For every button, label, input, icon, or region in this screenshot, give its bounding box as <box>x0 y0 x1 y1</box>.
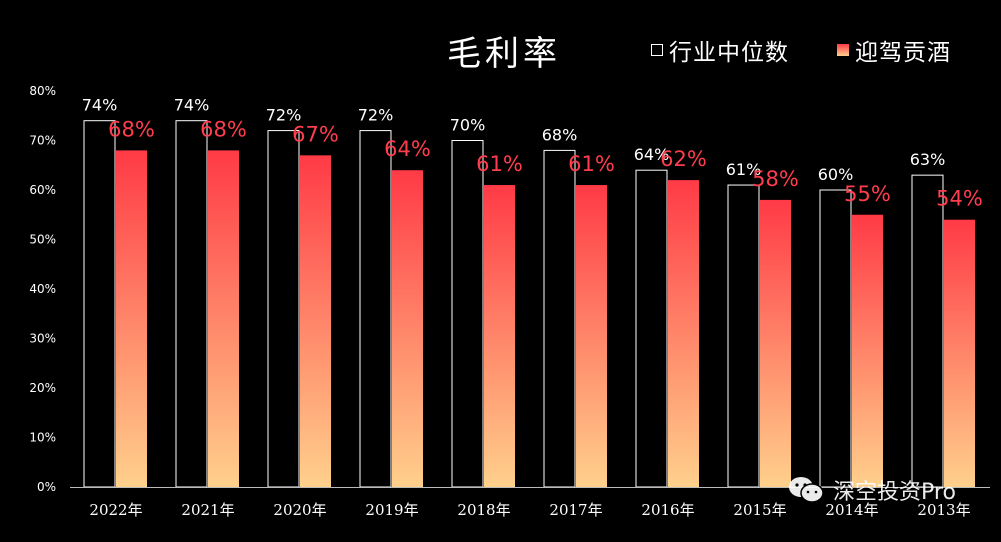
legend-item-company: 迎驾贡酒 <box>837 33 951 67</box>
x-tick-label: 2015年 <box>733 501 786 519</box>
y-tick-label: 10% <box>29 431 56 445</box>
y-tick-label: 60% <box>29 183 56 197</box>
data-label-company: 68% <box>108 117 155 141</box>
x-tick-label: 2014年 <box>825 501 878 519</box>
bar-company <box>668 180 699 487</box>
bar-industry <box>819 189 852 488</box>
x-tick-label: 2013年 <box>917 501 970 519</box>
data-label-industry: 61% <box>726 160 762 179</box>
bar-industry <box>359 130 392 488</box>
watermark: 深空投资Pro <box>787 474 956 506</box>
x-tick-label: 2022年 <box>89 501 142 519</box>
data-label-company: 54% <box>936 187 983 211</box>
data-label-company: 64% <box>384 137 431 161</box>
bar-company <box>392 170 423 487</box>
legend-swatch-company <box>837 44 849 56</box>
y-tick-label: 0% <box>37 480 56 494</box>
y-axis: 0% 10% 20% 30% 40% 50% 60% 70% 80% <box>29 84 56 494</box>
bar-company <box>484 185 515 488</box>
bar-industry <box>911 174 944 488</box>
data-label-company: 61% <box>568 152 615 176</box>
data-label-company: 67% <box>292 122 339 146</box>
bar-company <box>208 150 239 487</box>
bar-industry <box>727 184 760 488</box>
data-label-industry: 63% <box>910 150 946 169</box>
bar-industry <box>175 120 208 488</box>
x-tick-label: 2016年 <box>641 501 694 519</box>
wechat-icon <box>789 477 824 503</box>
data-label-industry: 72% <box>266 106 302 125</box>
y-tick-label: 40% <box>29 282 56 296</box>
bar-company <box>852 214 883 487</box>
data-label-industry: 74% <box>82 96 118 115</box>
bar-industry <box>267 130 300 488</box>
y-tick-label: 50% <box>29 233 56 247</box>
data-label-industry: 74% <box>174 96 210 115</box>
bar-company <box>116 150 147 487</box>
legend-item-industry: 行业中位数 <box>651 33 789 67</box>
bars: 74%68%74%68%72%67%72%64%70%61%68%61% 64%6… <box>82 96 983 488</box>
watermark-text: 深空投资Pro <box>833 480 956 505</box>
chart-title: 毛利率 <box>447 34 561 74</box>
x-axis: 2022年 2021年 2020年 2019年 2018年 2017年 2016年 2015年… <box>70 487 990 519</box>
bar-company <box>944 219 975 487</box>
bar-industry <box>543 149 576 488</box>
legend-label-industry: 行业中位数 <box>669 40 789 66</box>
bar-industry <box>451 140 484 488</box>
y-tick-label: 80% <box>29 84 56 98</box>
legend-label-company: 迎驾贡酒 <box>855 40 951 66</box>
data-label-company: 55% <box>844 182 891 206</box>
bar-company <box>576 185 607 488</box>
legend-swatch-industry <box>651 44 663 56</box>
bar-company <box>300 155 331 487</box>
y-tick-label: 30% <box>29 332 56 346</box>
data-label-company: 61% <box>476 152 523 176</box>
x-tick-label: 2021年 <box>181 501 234 519</box>
y-tick-label: 70% <box>29 134 56 148</box>
x-tick-label: 2018年 <box>457 501 510 519</box>
data-label-industry: 64% <box>634 145 670 164</box>
x-tick-label: 2017年 <box>549 501 602 519</box>
data-label-industry: 60% <box>818 165 854 184</box>
x-tick-label: 2020年 <box>273 501 326 519</box>
data-label-industry: 72% <box>358 106 394 125</box>
data-label-company: 58% <box>752 167 799 191</box>
data-label-company: 68% <box>200 117 247 141</box>
data-label-industry: 68% <box>542 125 578 144</box>
data-label-company: 62% <box>660 147 707 171</box>
bar-company <box>760 199 791 487</box>
y-tick-label: 20% <box>29 381 56 395</box>
data-label-industry: 70% <box>450 116 486 135</box>
bar-industry <box>83 120 116 488</box>
x-tick-label: 2019年 <box>365 501 418 519</box>
bar-industry <box>635 169 668 488</box>
